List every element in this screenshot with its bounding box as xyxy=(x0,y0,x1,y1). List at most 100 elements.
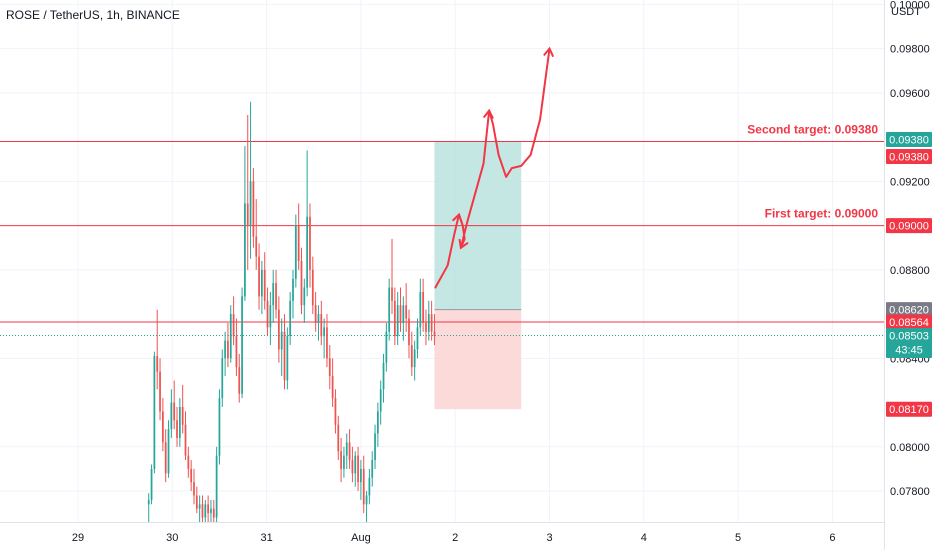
price-axis-label-text: 0.08620 xyxy=(889,305,929,317)
candle-body xyxy=(368,477,371,496)
arrow-head xyxy=(458,238,469,250)
candle-body xyxy=(393,300,396,337)
candle-body xyxy=(215,455,218,518)
candle-body xyxy=(306,216,309,288)
candle-body xyxy=(294,225,297,279)
candle-body xyxy=(314,305,317,323)
candle-body xyxy=(427,314,430,332)
price-axis-label xyxy=(886,314,932,330)
price-axis-label xyxy=(886,218,932,234)
candle-body xyxy=(187,455,190,469)
candle-body xyxy=(283,331,286,381)
candle-body xyxy=(181,406,184,425)
candle-body xyxy=(241,296,243,394)
price-axis-label xyxy=(886,149,932,165)
x-tick-label: 30 xyxy=(166,532,178,544)
price-axis-label-text: 0.09380 xyxy=(889,135,929,147)
candle-body xyxy=(232,314,235,337)
candle-body xyxy=(374,433,376,461)
candle-body xyxy=(153,356,156,469)
candle-body xyxy=(210,508,212,514)
countdown-label-text: 43:45 xyxy=(895,345,923,357)
candle-body xyxy=(343,455,345,469)
candle-body xyxy=(388,287,391,332)
candle-body xyxy=(362,468,365,505)
price-axis-label xyxy=(886,302,932,318)
candle-body xyxy=(289,300,292,337)
candle-body xyxy=(238,367,241,394)
candle-body xyxy=(376,411,379,434)
candle-body xyxy=(351,460,354,474)
candle-body xyxy=(167,429,170,474)
candle-body xyxy=(292,278,294,301)
candle-body xyxy=(229,314,232,359)
candle-body xyxy=(164,442,167,474)
candle-body xyxy=(173,402,176,421)
price-axis-label xyxy=(886,401,932,417)
candle-body xyxy=(255,236,258,257)
candle-body xyxy=(252,181,255,237)
price-axis-label-text: 0.09380 xyxy=(889,152,929,164)
chart-title: ROSE / TetherUS, 1h, BINANCE xyxy=(6,8,180,22)
candle-body xyxy=(303,287,306,306)
candle-body xyxy=(221,358,224,399)
candle-body xyxy=(195,495,198,509)
candle-body xyxy=(371,460,374,478)
candle-body xyxy=(320,314,323,337)
price-axis-label-text: 0.08503 xyxy=(889,331,929,343)
candle-body xyxy=(275,283,277,310)
price-axis-label xyxy=(886,132,932,148)
candle-body xyxy=(402,305,405,323)
y-tick-label: 0.08000 xyxy=(890,442,930,454)
candle-body xyxy=(311,269,314,306)
candle-body xyxy=(190,468,193,483)
candle-body xyxy=(408,318,410,346)
candle-body xyxy=(331,376,334,399)
x-tick-label: 31 xyxy=(260,532,272,544)
candle-body xyxy=(263,269,266,301)
candle-body xyxy=(309,216,311,270)
candle-body xyxy=(416,327,419,350)
candle-body xyxy=(246,203,249,226)
candle-body xyxy=(357,455,359,483)
candle-body xyxy=(218,398,221,456)
candle-body xyxy=(258,256,260,297)
candle-body xyxy=(328,358,331,377)
candle-body xyxy=(354,455,357,474)
candle-body xyxy=(340,451,342,469)
y-tick-label: 0.09200 xyxy=(890,176,930,188)
candle-body xyxy=(430,314,433,332)
x-tick-label: 4 xyxy=(641,532,647,544)
x-tick-label: 29 xyxy=(72,532,84,544)
x-tick-label: 5 xyxy=(735,532,741,544)
candle-body xyxy=(249,181,252,226)
y-tick-label: 0.07800 xyxy=(890,486,930,498)
candle-body xyxy=(413,349,416,368)
y-tick-label: 0.10000 xyxy=(890,0,930,11)
arrow-head xyxy=(483,108,494,119)
candle-body xyxy=(224,340,226,359)
candle-body xyxy=(337,424,340,452)
candle-body xyxy=(379,389,382,412)
candle-body xyxy=(204,504,207,518)
candle-body xyxy=(261,269,263,297)
candle-body xyxy=(170,402,173,430)
candle-body xyxy=(419,291,422,328)
y-tick-label: 0.09600 xyxy=(890,88,930,100)
drawn-projection-path xyxy=(434,47,551,289)
candle-body xyxy=(385,331,388,363)
candle-body xyxy=(212,508,215,518)
candle-body xyxy=(382,362,385,390)
x-tick-label: Aug xyxy=(351,532,371,544)
candle-body xyxy=(334,398,337,425)
candle-body xyxy=(198,504,201,509)
loss-zone xyxy=(434,309,522,410)
candle-body xyxy=(147,499,150,505)
candle-body xyxy=(317,314,320,323)
candle-body xyxy=(365,495,368,505)
target-annotation: First target: 0.09000 xyxy=(765,207,879,221)
candle-body xyxy=(348,442,351,461)
candle-body xyxy=(396,305,399,337)
